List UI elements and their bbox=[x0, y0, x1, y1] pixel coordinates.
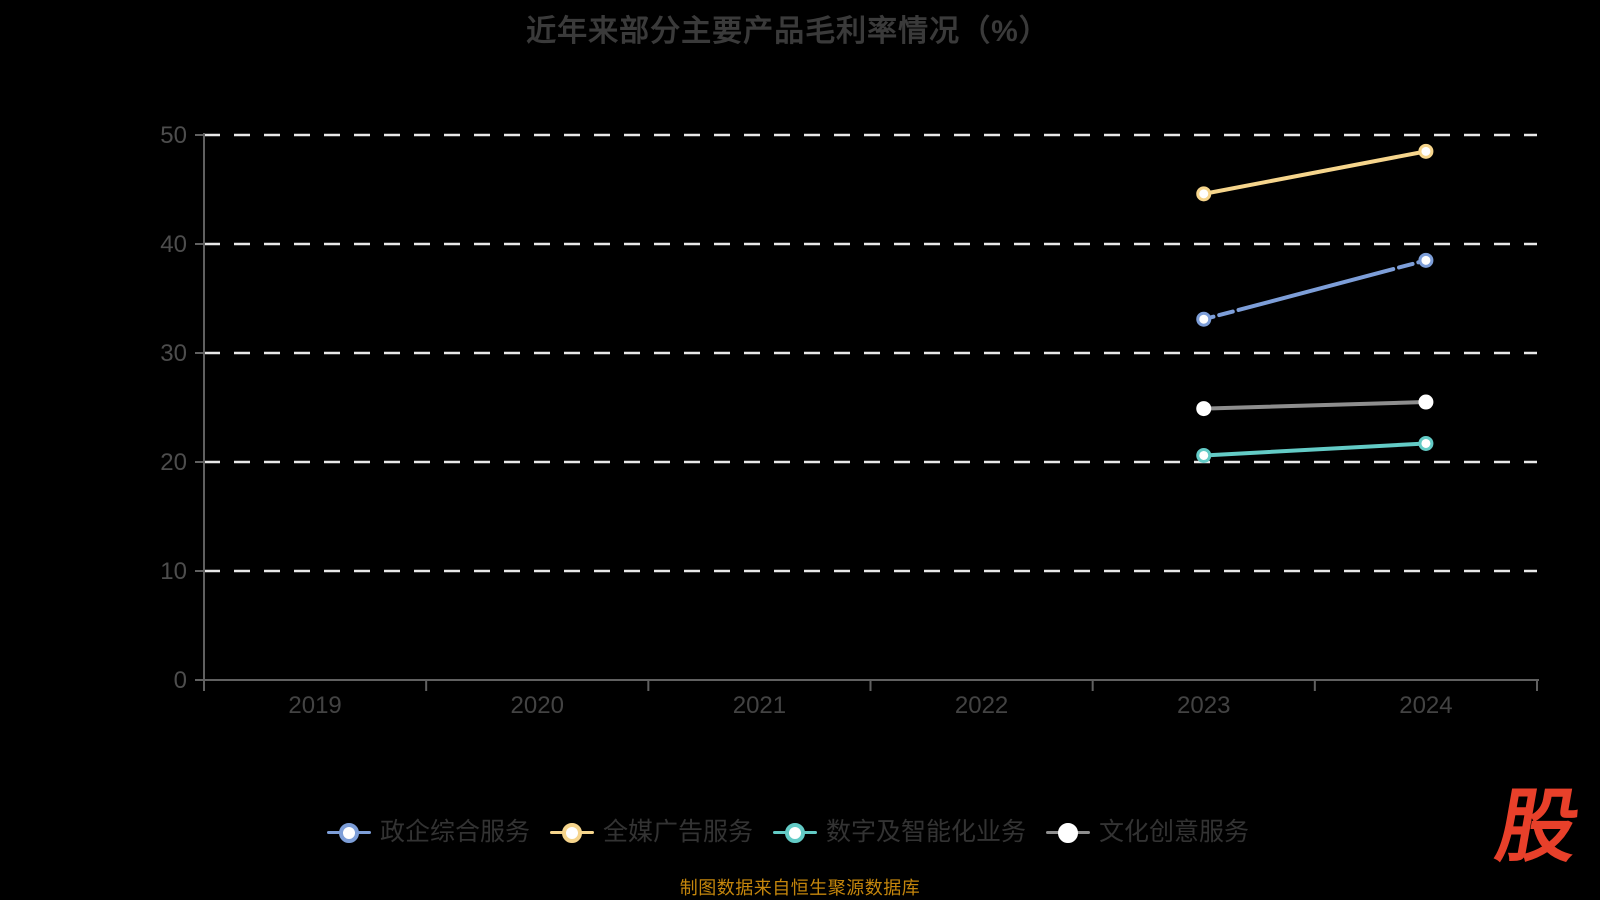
data-point-文化创意服务-2024[interactable] bbox=[1418, 394, 1434, 410]
data-source-note: 制图数据来自恒生聚源数据库 bbox=[679, 878, 921, 898]
legend-label: 全媒广告服务 bbox=[602, 818, 753, 846]
data-point-政企综合服务-2024[interactable] bbox=[1418, 252, 1434, 268]
chart-legend: 政企综合服务 全媒广告服务 数字及智能化业务 文化创意服务 bbox=[0, 820, 1576, 845]
legend-circle-icon bbox=[561, 822, 582, 843]
legend-item-数字及智能化业务[interactable]: 数字及智能化业务 bbox=[773, 820, 1026, 845]
y-axis-label-30: 30 bbox=[160, 340, 187, 367]
y-axis-label-10: 10 bbox=[160, 558, 187, 585]
legend-item-全媒广告服务[interactable]: 全媒广告服务 bbox=[549, 818, 753, 846]
x-axis-label-2022: 2022 bbox=[955, 692, 1008, 719]
legend-marker-icon bbox=[326, 822, 371, 844]
legend-label: 政企综合服务 bbox=[379, 818, 530, 846]
data-point-文化创意服务-2023[interactable] bbox=[1196, 401, 1212, 417]
data-point-政企综合服务-2023[interactable] bbox=[1196, 311, 1212, 327]
series-line-文化创意服务[interactable] bbox=[1201, 400, 1428, 411]
legend-item-文化创意服务[interactable]: 文化创意服务 bbox=[1046, 820, 1249, 845]
axes-group: 0 10 20 30 40 50 2019 2020 2021 2022 2023 2024 bbox=[160, 122, 1539, 719]
legend-item-政企综合服务[interactable]: 政企综合服务 bbox=[326, 818, 530, 846]
legend-marker-icon bbox=[1046, 822, 1091, 844]
legend-circle-icon bbox=[785, 822, 805, 843]
series-line-政企综合服务[interactable] bbox=[1201, 258, 1428, 322]
data-point-全媒广告服务-2023[interactable] bbox=[1196, 186, 1212, 202]
x-axis-label-2023: 2023 bbox=[1177, 692, 1230, 719]
legend-marker-icon bbox=[549, 822, 594, 844]
x-axis-label-2021: 2021 bbox=[733, 692, 786, 719]
chart-title: 近年来部分主要产品毛利率情况（%） bbox=[526, 15, 1050, 48]
y-axis-label-40: 40 bbox=[160, 231, 187, 258]
y-axis-label-0: 0 bbox=[174, 667, 187, 694]
brand-logo: 股 bbox=[1489, 780, 1587, 873]
legend-label: 文化创意服务 bbox=[1099, 818, 1250, 846]
data-point-全媒广告服务-2024[interactable] bbox=[1418, 143, 1434, 159]
series-group bbox=[1196, 143, 1434, 463]
series-line-全媒广告服务[interactable] bbox=[1201, 149, 1428, 196]
gridlines-group bbox=[204, 133, 1537, 573]
data-point-数字及智能化业务-2023[interactable] bbox=[1196, 447, 1212, 463]
y-axis-label-20: 20 bbox=[160, 449, 187, 476]
x-axis-label-2024: 2024 bbox=[1399, 692, 1452, 719]
legend-marker-icon bbox=[773, 822, 817, 844]
legend-circle-icon bbox=[1058, 822, 1079, 843]
x-axis-label-2020: 2020 bbox=[511, 692, 564, 719]
legend-circle-icon bbox=[338, 822, 359, 843]
series-line-数字及智能化业务[interactable] bbox=[1201, 441, 1428, 458]
data-point-数字及智能化业务-2024[interactable] bbox=[1418, 435, 1434, 451]
y-axis-label-50: 50 bbox=[160, 122, 187, 149]
legend-label: 数字及智能化业务 bbox=[826, 818, 1027, 846]
x-axis-label-2019: 2019 bbox=[288, 692, 341, 719]
